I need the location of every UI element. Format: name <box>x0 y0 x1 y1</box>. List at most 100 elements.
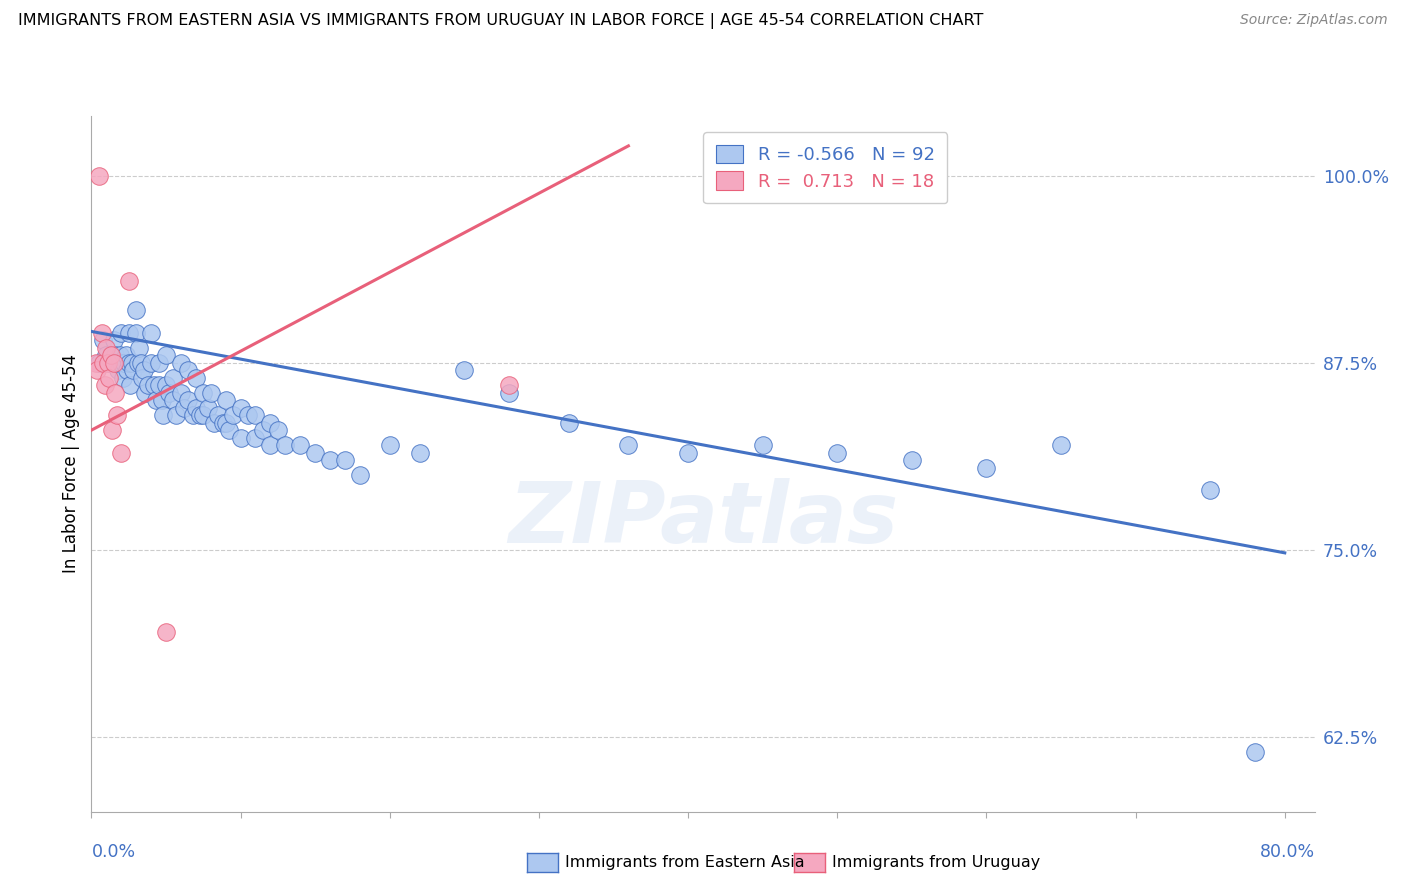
Point <box>84 356 107 370</box>
Point <box>252 423 274 437</box>
Point <box>118 274 141 288</box>
Point <box>155 625 177 640</box>
Point <box>87 356 110 370</box>
Point <box>184 371 207 385</box>
Point <box>132 363 155 377</box>
Point <box>110 326 132 340</box>
Point <box>558 416 581 430</box>
Point <box>333 453 356 467</box>
Point <box>259 438 281 452</box>
Point <box>188 408 211 422</box>
Point <box>107 363 129 377</box>
Point <box>229 431 252 445</box>
Point <box>181 408 204 422</box>
Point <box>143 378 166 392</box>
Point <box>134 385 156 400</box>
Text: IMMIGRANTS FROM EASTERN ASIA VS IMMIGRANTS FROM URUGUAY IN LABOR FORCE | AGE 45-: IMMIGRANTS FROM EASTERN ASIA VS IMMIGRAN… <box>18 13 984 29</box>
Point <box>90 326 112 340</box>
Point <box>236 408 259 422</box>
Point <box>202 416 225 430</box>
Point <box>139 356 162 370</box>
Point <box>112 356 135 370</box>
Point <box>139 326 162 340</box>
Point <box>229 401 252 415</box>
Point <box>98 371 121 385</box>
Point <box>617 438 640 452</box>
Point <box>122 363 145 377</box>
Point <box>184 401 207 415</box>
Point <box>170 385 193 400</box>
Point <box>173 401 195 415</box>
Legend: R = -0.566   N = 92, R =  0.713   N = 18: R = -0.566 N = 92, R = 0.713 N = 18 <box>703 132 948 203</box>
Point <box>825 445 848 459</box>
Point <box>103 356 125 370</box>
Point <box>129 356 152 370</box>
Point <box>125 326 148 340</box>
Point <box>378 438 401 452</box>
Point <box>96 348 118 362</box>
Point <box>103 356 125 370</box>
Point <box>111 371 134 385</box>
Point <box>155 378 177 392</box>
Point <box>103 334 125 348</box>
Point <box>97 356 120 370</box>
Point <box>222 408 245 422</box>
Point <box>245 431 267 445</box>
Point <box>218 423 240 437</box>
Text: 80.0%: 80.0% <box>1260 843 1315 861</box>
Point <box>145 393 167 408</box>
Point <box>408 445 430 459</box>
Point <box>131 371 153 385</box>
Point <box>453 363 475 377</box>
Point <box>86 363 108 377</box>
Point <box>319 453 342 467</box>
Point <box>197 401 219 415</box>
Point <box>498 385 520 400</box>
Point <box>152 408 174 422</box>
Point <box>127 356 149 370</box>
Point <box>751 438 773 452</box>
Text: Immigrants from Eastern Asia: Immigrants from Eastern Asia <box>565 855 804 870</box>
Point <box>214 416 236 430</box>
Point <box>96 341 118 355</box>
Point <box>136 378 159 392</box>
Point <box>118 326 141 340</box>
Point <box>104 385 127 400</box>
Point <box>110 445 132 459</box>
Point <box>148 378 170 392</box>
Point <box>157 385 180 400</box>
Point <box>115 363 138 377</box>
Point <box>349 468 371 483</box>
Point <box>125 303 148 318</box>
Point <box>94 378 117 392</box>
Point <box>193 408 215 422</box>
Point <box>267 423 290 437</box>
Point <box>214 393 236 408</box>
Point <box>200 385 222 400</box>
Point <box>170 356 193 370</box>
Point <box>108 348 131 362</box>
Point <box>121 356 143 370</box>
Point <box>162 393 184 408</box>
Point <box>100 348 122 362</box>
Point <box>901 453 924 467</box>
Point <box>162 371 184 385</box>
Point <box>165 408 187 422</box>
Point <box>1244 745 1267 759</box>
Point <box>118 356 141 370</box>
Point <box>120 378 142 392</box>
Point <box>105 408 128 422</box>
Point <box>91 334 114 348</box>
Point <box>976 460 998 475</box>
Point <box>207 408 229 422</box>
Point <box>498 378 520 392</box>
Point <box>91 356 114 370</box>
Point <box>1199 483 1222 497</box>
Point <box>104 348 127 362</box>
Point <box>150 393 173 408</box>
Point <box>101 423 124 437</box>
Y-axis label: In Labor Force | Age 45-54: In Labor Force | Age 45-54 <box>62 354 80 574</box>
Point <box>304 445 326 459</box>
Point <box>245 408 267 422</box>
Point <box>128 341 150 355</box>
